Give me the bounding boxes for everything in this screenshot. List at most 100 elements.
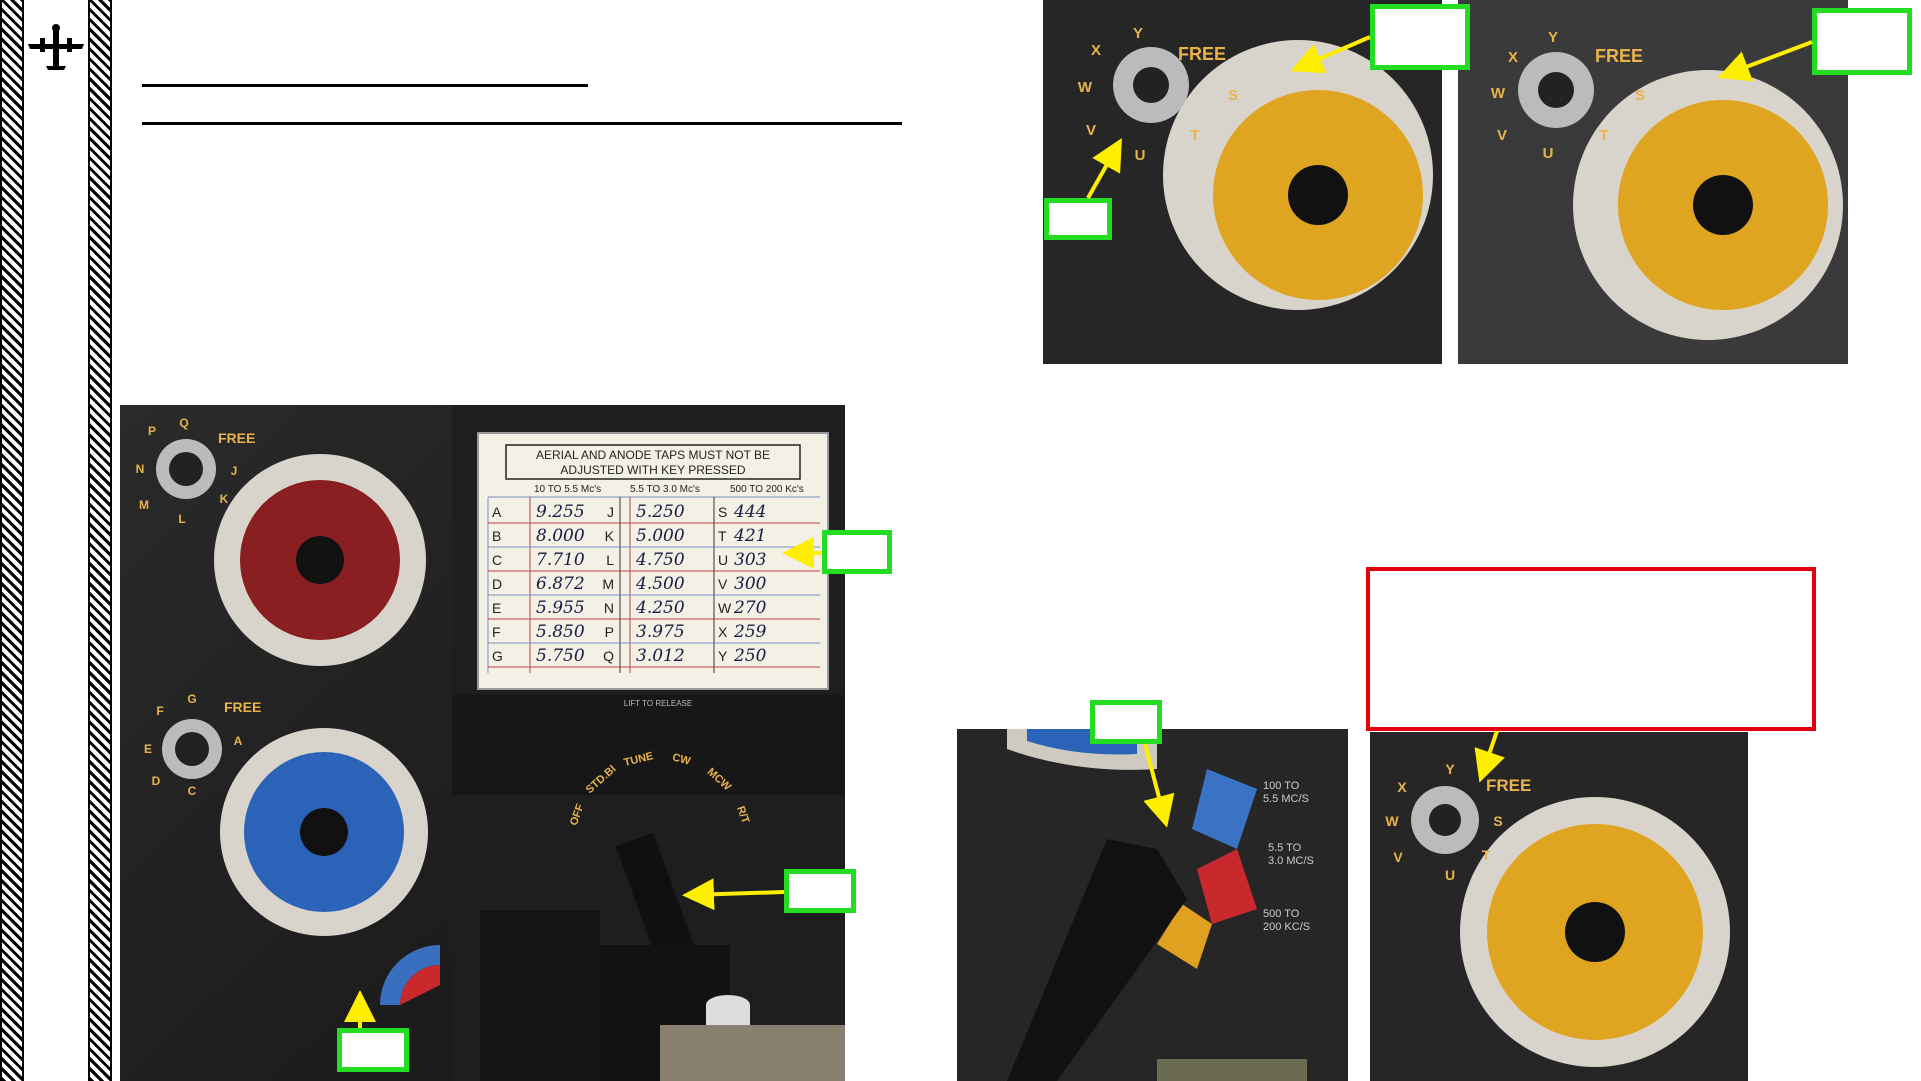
card-row-letter: Q xyxy=(603,648,614,664)
card-row-value: 4.750 xyxy=(635,550,685,570)
callout-box-photo1-top xyxy=(1370,4,1470,70)
callout-box-range-small xyxy=(337,1028,409,1072)
subtitle-underline xyxy=(142,122,902,125)
col2-header: 5.5 TO 3.0 Mc's xyxy=(630,484,700,495)
photo2-dial-letter: Y xyxy=(1548,29,1558,46)
red-dial-letter: M xyxy=(139,498,149,512)
photo1-dial-letter: V xyxy=(1086,122,1096,139)
card-row-value: 5.750 xyxy=(536,646,585,666)
yellow-dial-photo-2: FREE X Y W S V U T xyxy=(1458,0,1848,364)
photo3-dial-letter: V xyxy=(1393,849,1403,865)
card-row-value: 4.250 xyxy=(635,598,685,618)
card-row-value: 303 xyxy=(734,550,766,570)
right-rail xyxy=(88,0,112,1081)
card-row-letter: A xyxy=(492,504,502,520)
photo1-dial-letter: S xyxy=(1228,87,1238,104)
card-row-value: 9.255 xyxy=(536,502,585,522)
photo2-dial-letter: U xyxy=(1543,145,1554,162)
card-row-value: 5.250 xyxy=(636,502,685,522)
photo2-dial-letter: W xyxy=(1491,85,1506,102)
photo1-dial-letter: W xyxy=(1078,79,1093,96)
lift-to-release-label: LIFT TO RELEASE xyxy=(624,699,692,708)
photo3-dial-letter: X xyxy=(1397,779,1407,795)
range-band-label: 5.5 MC/S xyxy=(1263,793,1309,805)
card-row-value: 259 xyxy=(733,622,767,642)
card-row-letter: X xyxy=(718,624,728,640)
red-dial-letter: Q xyxy=(179,416,188,430)
radio-panel-photo: AERIAL AND ANODE TAPS MUST NOT BE ADJUST… xyxy=(120,405,845,1081)
red-dial-letter: J xyxy=(231,464,238,478)
card-row-letter: L xyxy=(606,552,614,568)
callout-box-photo1-bottom xyxy=(1044,198,1112,240)
photo1-dial-letter: X xyxy=(1091,42,1101,59)
range-band-label: 5.5 TO xyxy=(1268,842,1302,854)
card-row-letter: J xyxy=(607,504,614,520)
photo1-free-label: FREE xyxy=(1178,44,1226,64)
red-dial-letter: P xyxy=(148,424,156,438)
card-row-letter: G xyxy=(492,648,503,664)
red-dial-letter: N xyxy=(136,462,145,476)
card-row-letter: W xyxy=(718,600,732,616)
card-row-letter: K xyxy=(605,528,615,544)
card-row-letter: S xyxy=(718,504,727,520)
callout-box-card xyxy=(822,530,892,574)
col1-header: 10 TO 5.5 Mc's xyxy=(534,484,601,495)
card-row-value: 7.710 xyxy=(536,550,585,570)
card-row-value: 6.872 xyxy=(536,574,585,594)
card-row-value: 5.850 xyxy=(536,622,585,642)
range-band-label: 3.0 MC/S xyxy=(1268,855,1314,867)
card-row-value: 3.975 xyxy=(636,622,685,642)
card-row-letter: D xyxy=(492,576,502,592)
title-underline xyxy=(142,84,588,87)
card-row-value: 8.000 xyxy=(536,526,585,546)
card-row-letter: C xyxy=(492,552,502,568)
red-dial-free-label: FREE xyxy=(218,430,255,446)
mode-switch-label: STD.BI xyxy=(584,763,619,796)
card-row-letter: E xyxy=(492,600,501,616)
photo2-dial-letter: T xyxy=(1599,127,1608,144)
range-selector-photo: 100 TO 5.5 MC/S 5.5 TO 3.0 MC/S 500 TO 200 KC… xyxy=(957,729,1348,1081)
blue-dial-letter: D xyxy=(152,774,161,788)
photo3-dial-letter: T xyxy=(1482,847,1491,863)
photo2-dial-letter: S xyxy=(1635,87,1645,104)
mode-switch-label: CW xyxy=(671,752,692,768)
blue-dial-letter: A xyxy=(234,734,243,748)
photo1-dial-letter: T xyxy=(1190,127,1199,144)
card-row-value: 444 xyxy=(733,502,766,522)
card-row-letter: T xyxy=(718,528,727,544)
card-row-letter: F xyxy=(492,624,501,640)
card-row-letter: M xyxy=(602,576,614,592)
card-row-value: 270 xyxy=(733,598,767,618)
blue-dial-free-label: FREE xyxy=(224,699,261,715)
photo1-dial-letter: Y xyxy=(1133,25,1143,42)
left-rail xyxy=(0,0,24,1081)
card-row-value: 300 xyxy=(734,574,767,594)
note-box xyxy=(1366,567,1816,731)
photo3-dial-letter: Y xyxy=(1445,761,1455,777)
mode-switch-label: MCW xyxy=(705,766,734,794)
photo3-free-label: FREE xyxy=(1486,776,1531,795)
blue-dial-letter: F xyxy=(156,704,163,718)
callout-box-photo2-top xyxy=(1812,8,1912,75)
card-row-letter: Y xyxy=(718,648,728,664)
mode-switch-label: R/T xyxy=(734,804,751,825)
card-row-letter: B xyxy=(492,528,501,544)
photo2-free-label: FREE xyxy=(1595,46,1643,66)
range-band-label: 100 TO xyxy=(1263,780,1300,792)
blue-dial-letter: E xyxy=(144,742,152,756)
photo2-dial-letter: X xyxy=(1508,49,1518,66)
yellow-dial-photo-3: FREE X Y W S V U T xyxy=(1370,732,1748,1081)
photo3-dial-letter: S xyxy=(1493,813,1502,829)
range-band-label: 500 TO xyxy=(1263,908,1300,920)
callout-box-range-closeup xyxy=(1090,700,1162,744)
callout-box-mode-switch xyxy=(784,869,856,913)
card-row-letter: P xyxy=(605,624,614,640)
card-header-line1: AERIAL AND ANODE TAPS MUST NOT BE xyxy=(536,448,770,462)
red-dial-letter: K xyxy=(220,492,229,506)
blue-dial-letter: C xyxy=(188,784,197,798)
card-row-value: 250 xyxy=(733,646,767,666)
card-row-value: 5.000 xyxy=(636,526,685,546)
photo3-dial-letter: U xyxy=(1445,867,1455,883)
red-dial-letter: L xyxy=(178,512,185,526)
card-row-value: 5.955 xyxy=(536,598,585,618)
